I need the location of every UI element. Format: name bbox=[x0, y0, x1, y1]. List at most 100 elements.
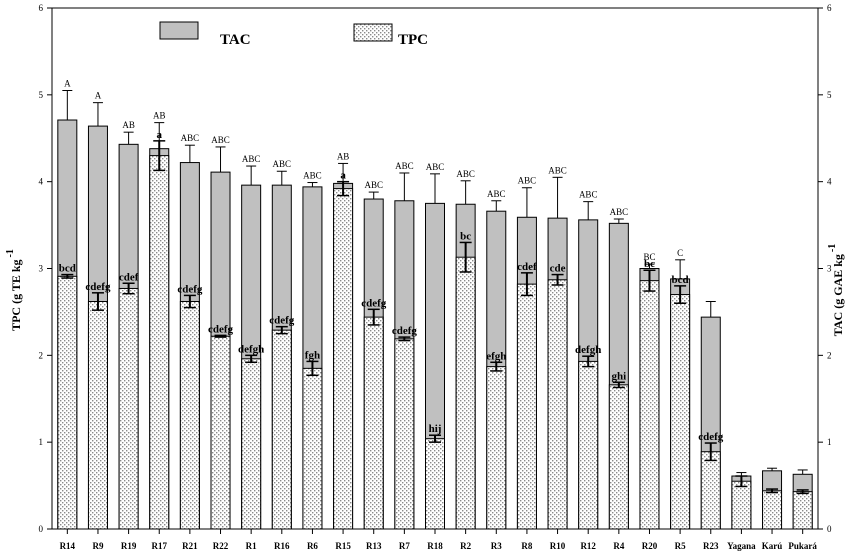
tac-letter-label: ABC bbox=[211, 135, 230, 145]
tac-letter-label: BC bbox=[643, 252, 655, 262]
tpc-letter-label: cdef bbox=[119, 271, 139, 283]
x-tick-label: Karú bbox=[762, 541, 783, 551]
tpc-letter-label: a bbox=[156, 129, 162, 141]
tpc-letter-label: cde bbox=[550, 263, 566, 275]
legend-swatch-tac bbox=[159, 21, 199, 40]
legend: TAC TPC bbox=[159, 21, 428, 48]
x-tick-label: R16 bbox=[274, 541, 290, 551]
bar-tpc bbox=[608, 384, 629, 530]
tac-letter-label: A bbox=[95, 91, 102, 101]
tac-letter-label: ABC bbox=[610, 207, 629, 217]
x-tick-label: Yagana bbox=[727, 541, 756, 551]
bar-tpc bbox=[639, 280, 660, 530]
y-tick-label-left: 6 bbox=[39, 3, 44, 13]
bar-tpc bbox=[363, 316, 384, 530]
y-tick-label-left: 4 bbox=[39, 177, 44, 187]
y-axis-left-title-sup: -1 bbox=[5, 249, 16, 257]
tpc-letter-label: cdef bbox=[517, 261, 537, 273]
y-tick-label-right: 5 bbox=[827, 90, 832, 100]
x-tick-label: Pukará bbox=[788, 541, 817, 551]
x-tick-label: R20 bbox=[642, 541, 658, 551]
tpc-letter-label: cdefg bbox=[177, 283, 203, 295]
tac-letter-label: C bbox=[677, 248, 683, 258]
legend-swatch-tpc bbox=[353, 23, 393, 42]
y-tick-label-left: 1 bbox=[39, 437, 44, 447]
y-axis-right-title: TAC (g GAE kg -1 bbox=[827, 244, 845, 336]
y-axis-left-title: TPC (g TE kg -1 bbox=[5, 249, 23, 331]
legend-label-tac: TAC bbox=[220, 32, 251, 48]
tpc-letter-label: bc bbox=[460, 230, 471, 242]
right-axis: 0 1 2 3 4 5 6 bbox=[818, 3, 832, 534]
tac-letter-label: ABC bbox=[548, 165, 567, 175]
tpc-letter-label: bc bbox=[644, 258, 655, 270]
x-tick-label: R14 bbox=[60, 541, 76, 551]
legend-label-tpc: TPC bbox=[398, 32, 428, 48]
bar-tpc bbox=[57, 275, 78, 530]
bar-tpc bbox=[149, 155, 170, 530]
bar-tpc bbox=[210, 335, 231, 530]
tac-letter-label: A bbox=[64, 78, 71, 88]
tac-letter-label: ABC bbox=[487, 189, 506, 199]
y-axis-left-title-text: TPC (g TE kg bbox=[9, 259, 23, 330]
tac-letter-label: ABC bbox=[456, 169, 475, 179]
tac-letter-label: AB bbox=[153, 111, 166, 121]
category-labels: R14 R9 R19 R17 R21 R22 R1 R16 R6 R15 R13 R7 R18 R2 R3 R… bbox=[60, 529, 817, 551]
x-tick-label: R21 bbox=[182, 541, 198, 551]
x-tick-label: R15 bbox=[335, 541, 351, 551]
y-tick-label-left: 2 bbox=[39, 350, 44, 360]
x-tick-label: R23 bbox=[703, 541, 719, 551]
x-tick-label: R8 bbox=[521, 541, 532, 551]
x-tick-label: R6 bbox=[307, 541, 318, 551]
tpc-letter-label: cdefg bbox=[361, 297, 387, 309]
bar-tpc bbox=[118, 287, 139, 530]
x-tick-label: R19 bbox=[121, 541, 137, 551]
y-tick-label-right: 1 bbox=[827, 437, 832, 447]
tpc-letter-label: bcd bbox=[672, 274, 689, 286]
bar-tpc bbox=[670, 294, 691, 530]
x-tick-label: R3 bbox=[491, 541, 502, 551]
tac-letter-label: ABC bbox=[303, 171, 322, 181]
bar-tpc bbox=[87, 300, 108, 530]
tpc-letter-label: bcd bbox=[59, 263, 76, 275]
tpc-letter-label: cdefg bbox=[85, 281, 111, 293]
tac-letter-label: ABC bbox=[426, 162, 445, 172]
y-tick-label-right: 6 bbox=[827, 3, 832, 13]
bar-tpc bbox=[179, 300, 200, 530]
tac-letter-label: ABC bbox=[518, 176, 537, 186]
x-tick-label: R7 bbox=[399, 541, 410, 551]
tpc-letter-label: hij bbox=[429, 423, 442, 435]
bar-tpc bbox=[516, 283, 537, 530]
x-tick-label: R22 bbox=[213, 541, 229, 551]
left-axis: 0 1 2 3 4 5 6 bbox=[39, 3, 52, 534]
bar-tpc bbox=[394, 338, 415, 530]
tpc-letter-label: defgh bbox=[238, 343, 264, 355]
tac-letter-label: AB bbox=[337, 151, 350, 161]
x-tick-label: R10 bbox=[550, 541, 566, 551]
bar-tpc bbox=[486, 366, 507, 530]
y-axis-right-title-sup: -1 bbox=[827, 244, 838, 252]
tpc-letter-label: ghi bbox=[611, 370, 626, 382]
bar-tpc bbox=[762, 490, 783, 530]
bar-tpc bbox=[731, 480, 752, 530]
tac-letter-label: ABC bbox=[273, 159, 292, 169]
y-tick-label-right: 0 bbox=[827, 524, 832, 534]
y-tick-label-left: 0 bbox=[39, 524, 44, 534]
tpc-letter-label: cdefg bbox=[208, 323, 234, 335]
x-tick-label: R17 bbox=[151, 541, 167, 551]
y-axis-right-title-text: TAC (g GAE kg bbox=[831, 254, 845, 336]
tac-letter-label: ABC bbox=[181, 133, 200, 143]
tac-letter-label: AB bbox=[122, 120, 135, 130]
bar-tpc bbox=[333, 188, 354, 530]
tpc-letter-label: defgh bbox=[575, 344, 601, 356]
x-tick-label: R13 bbox=[366, 541, 382, 551]
y-tick-label-left: 5 bbox=[39, 90, 44, 100]
tpc-letter-label: a bbox=[340, 170, 346, 182]
y-tick-label-right: 4 bbox=[827, 177, 832, 187]
tpc-letter-label: fgh bbox=[305, 349, 320, 361]
bar-tpc bbox=[547, 279, 568, 530]
tpc-letter-label: cdefg bbox=[392, 325, 418, 337]
tac-letter-label: ABC bbox=[242, 154, 261, 164]
x-tick-label: R5 bbox=[675, 541, 686, 551]
